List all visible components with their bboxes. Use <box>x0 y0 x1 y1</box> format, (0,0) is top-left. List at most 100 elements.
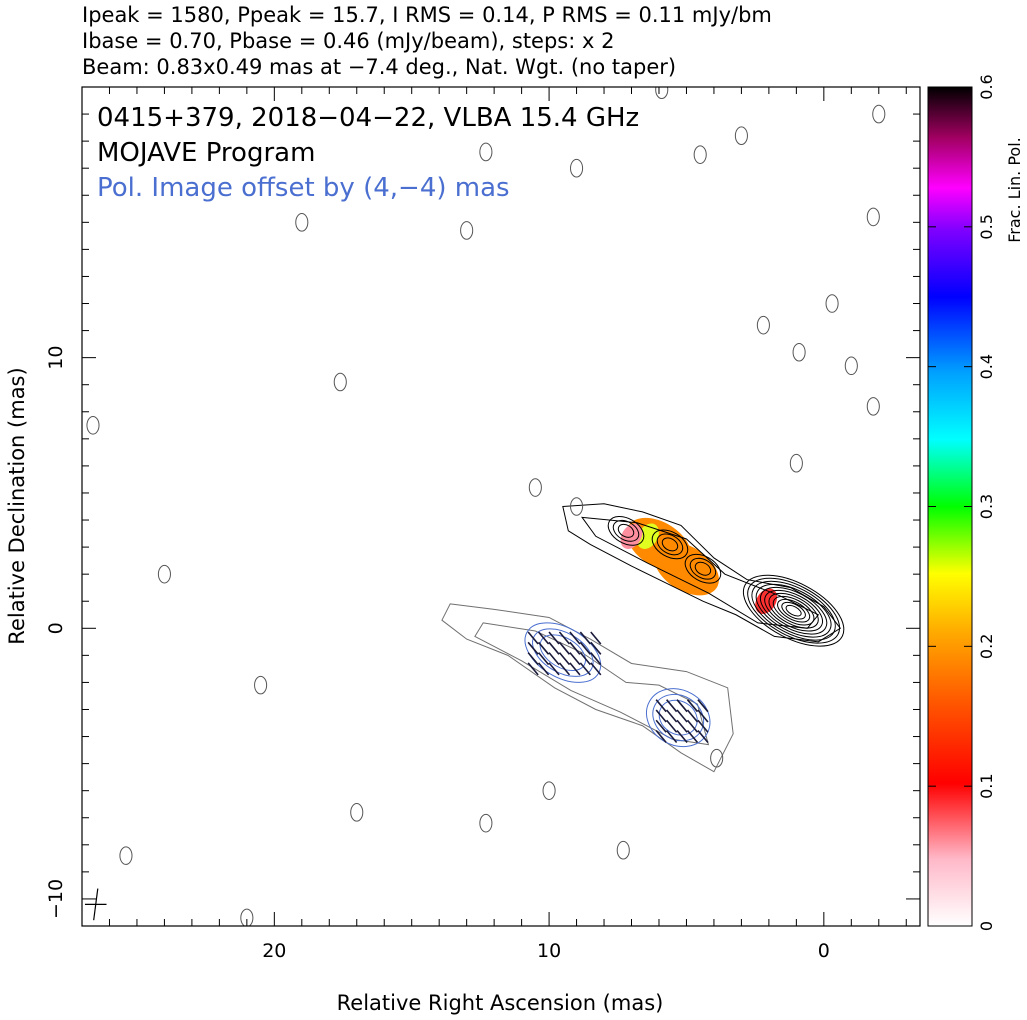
evpa-tick <box>569 662 581 676</box>
noise-contour <box>792 342 806 362</box>
noise-contour <box>710 748 724 768</box>
stokes-i-contour <box>562 503 842 643</box>
evpa-tick <box>676 709 688 723</box>
evpa-tick <box>686 709 699 723</box>
offset-annotation: Pol. Image offset by (4,−4) mas <box>97 173 510 203</box>
noise-contour <box>528 478 542 497</box>
evpa-tick <box>558 641 571 655</box>
noise-contour <box>157 564 171 584</box>
evpa-tick <box>548 631 560 645</box>
evpa-tick <box>686 730 699 744</box>
evpa-tick <box>569 631 581 645</box>
noise-contour <box>844 356 858 376</box>
noise-contour <box>240 908 254 926</box>
noise-contour <box>570 497 584 516</box>
noise-contour <box>616 840 630 860</box>
evpa-tick <box>579 631 591 645</box>
offset-image-contour <box>474 622 710 746</box>
noise-contour <box>789 453 803 473</box>
evpa-tick <box>666 730 678 744</box>
pol-contour <box>539 634 586 671</box>
noise-contour <box>866 397 880 416</box>
jet-knot-contour <box>694 561 712 576</box>
evpa-tick <box>697 699 709 713</box>
evpa-tick <box>569 652 581 666</box>
pol-contour <box>658 699 698 736</box>
colorbar-tick-label: 0.6 <box>977 74 996 99</box>
evpa-tick <box>676 730 688 744</box>
noise-contour <box>479 142 493 162</box>
core-contour <box>772 595 815 626</box>
evpa-tick <box>527 631 539 645</box>
noise-contour <box>825 294 839 313</box>
noise-contour <box>479 813 493 833</box>
evpa-tick <box>579 652 591 666</box>
x-tick-label: 20 <box>262 940 286 962</box>
evpa-tick <box>537 652 550 666</box>
evpa-tick <box>666 709 678 723</box>
noise-contour <box>119 846 133 865</box>
evpa-tick <box>537 631 550 645</box>
evpa-tick <box>579 641 591 655</box>
colorbar-ticks: 0 0.1 0.2 0.3 0.4 0.5 0.6 <box>928 74 996 931</box>
evpa-tick <box>676 719 688 733</box>
y-tick-label: 0 <box>45 622 67 634</box>
evpa-tick <box>655 699 667 713</box>
noise-contour <box>756 315 770 335</box>
offset-image-contour <box>441 603 734 773</box>
core-contour <box>759 586 828 635</box>
jet-knot-contour <box>617 523 635 538</box>
evpa-tick <box>590 631 602 645</box>
core-contour <box>742 574 845 647</box>
plot-area <box>84 87 886 926</box>
noise-contour <box>693 145 707 164</box>
evpa-tick <box>558 662 571 676</box>
evpa-tick <box>558 652 571 666</box>
noise-contour <box>542 781 556 800</box>
noise-contour <box>295 213 309 232</box>
core-contour <box>755 583 832 638</box>
colorbar-tick-label: 0.5 <box>977 214 996 239</box>
noise-contour <box>866 207 880 227</box>
x-axis-title: Relative Right Ascension (mas) <box>337 991 664 1015</box>
x-tick-label: 0 <box>818 940 830 962</box>
header-line-2: Ibase = 0.70, Pbase = 0.46 (mJy/beam), s… <box>82 29 615 53</box>
evpa-tick <box>676 699 688 713</box>
axis-ticks: 20 10 0 10 0 −10 <box>45 86 920 962</box>
jet-knot-contour <box>612 519 640 542</box>
evpa-tick <box>558 631 571 645</box>
evpa-tick <box>579 662 591 676</box>
core-contour <box>785 604 802 617</box>
x-tick-label: 10 <box>537 940 561 962</box>
evpa-tick <box>686 699 699 713</box>
jet-knot-contour <box>656 533 684 556</box>
core-contour <box>768 592 819 629</box>
source-annotation: 0415+379, 2018−04−22, VLBA 15.4 GHz <box>97 103 639 133</box>
noise-contour <box>254 675 268 695</box>
header-line-1: Ipeak = 1580, Ppeak = 15.7, I RMS = 0.14… <box>82 3 772 27</box>
evpa-tick <box>655 709 667 723</box>
evpa-tick <box>590 641 602 655</box>
jet-knot-contour <box>689 557 717 580</box>
colorbar-tick-label: 0 <box>977 921 996 931</box>
jet-knot-contour <box>684 553 722 584</box>
y-axis-title: Relative Declination (mas) <box>5 367 29 644</box>
core-contour <box>751 580 836 641</box>
jet-knot-contour <box>661 537 679 552</box>
evpa-tick <box>666 699 678 713</box>
evpa-tick <box>655 719 667 733</box>
jet-knot-contour <box>651 529 689 560</box>
evpa-tick <box>537 662 550 676</box>
evpa-tick <box>697 709 709 723</box>
program-annotation: MOJAVE Program <box>97 138 315 168</box>
evpa-tick <box>548 652 560 666</box>
evpa-tick <box>527 652 539 666</box>
evpa-tick <box>569 641 581 655</box>
evpa-tick <box>655 730 667 744</box>
evpa-tick <box>590 652 602 666</box>
y-tick-label: −10 <box>45 879 67 919</box>
noise-contour <box>570 158 584 178</box>
colorbar-tick-label: 0.3 <box>977 494 996 519</box>
noise-contour <box>333 372 347 392</box>
